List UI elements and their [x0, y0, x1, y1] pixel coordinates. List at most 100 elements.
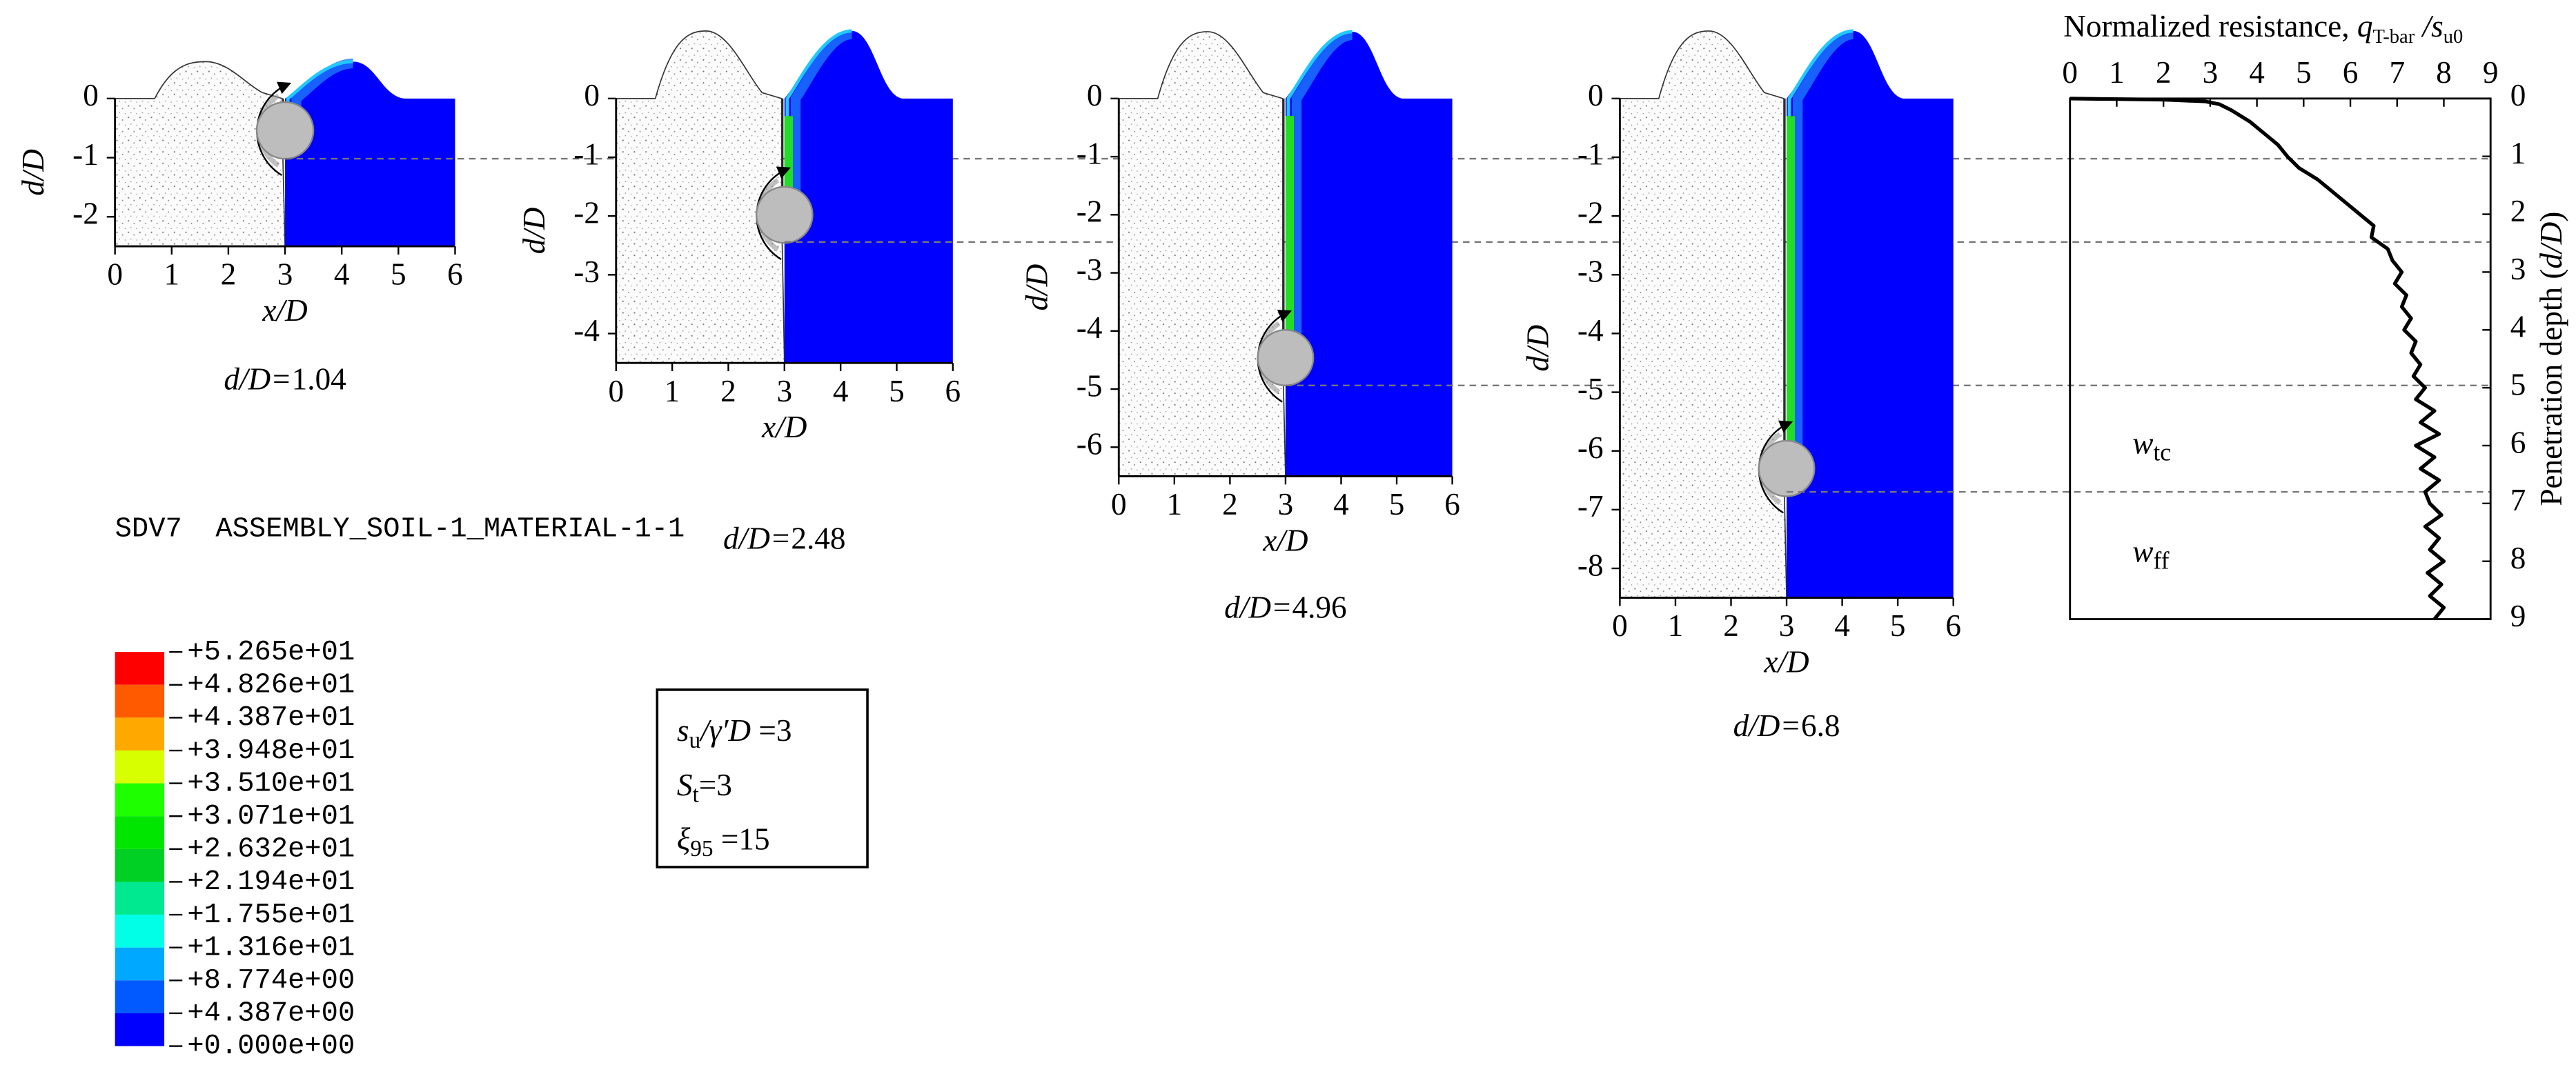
y-axis-label: d/D [1521, 325, 1555, 372]
soil-right [784, 30, 953, 364]
x-tick-label: 2 [2156, 55, 2172, 90]
annotation: wff [2132, 535, 2169, 575]
t-bar [755, 186, 814, 244]
y-tick-label: 7 [2510, 483, 2526, 517]
x-tick-label: 4 [1834, 608, 1850, 643]
text-part: /γ′D [698, 714, 751, 748]
x-tick-label: 5 [1389, 487, 1405, 521]
color-swatch [115, 848, 165, 882]
x-tick-label: 4 [1333, 487, 1349, 521]
y-axis-label: d/D [517, 208, 551, 255]
text-part: q [2357, 9, 2373, 43]
contour-edge [785, 29, 852, 215]
caption-prefix: d/D= [1733, 708, 1801, 743]
x-tick-label: 5 [889, 374, 905, 408]
annotation: wtc [2132, 426, 2171, 466]
x-tick-label: 3 [1278, 487, 1294, 521]
shear-band [1787, 116, 1796, 469]
colorbar-label: +2.632e+01 [187, 834, 355, 866]
y-tick-label: -1 [72, 137, 99, 172]
x-tick-label: 1 [1668, 608, 1684, 643]
y-tick-label: -6 [1076, 427, 1103, 461]
y-tick-label: -8 [1577, 548, 1604, 582]
parameter-box [656, 688, 869, 868]
x-tick-label: 6 [447, 257, 463, 292]
caption: d/D=1.04 [224, 362, 346, 397]
x-tick-label: 3 [777, 374, 793, 408]
x-tick-label: 2 [221, 257, 237, 292]
t-bar [1758, 439, 1816, 497]
x-tick-label: 1 [665, 374, 680, 408]
contour-edge [1286, 30, 1353, 358]
y-tick-label: 0 [1588, 78, 1604, 112]
x-tick-label: 6 [1444, 487, 1460, 521]
x-tick-label: 0 [1111, 487, 1127, 521]
y-tick-label: 3 [2510, 252, 2526, 286]
x-tick-label: 9 [2483, 55, 2499, 90]
soil-right [1787, 30, 1954, 598]
y-tick-label: -2 [1076, 195, 1103, 229]
chart-y-label: Penetration depth (d/D) [2534, 212, 2568, 506]
x-axis-label: x/D [1262, 523, 1308, 557]
text-part: s [677, 714, 689, 748]
text-part: u0 [2444, 26, 2464, 47]
x-tick-label: 3 [277, 257, 293, 292]
x-tick-label: 5 [391, 257, 406, 292]
text-part: w [2132, 426, 2153, 461]
x-tick-label: 0 [1612, 608, 1628, 643]
x-tick-label: 6 [945, 374, 961, 408]
x-tick-label: 3 [1779, 608, 1795, 643]
text-part: u [689, 728, 700, 753]
colorbar-label: +4.387e+00 [187, 998, 355, 1030]
y-tick-label: -5 [1577, 372, 1604, 406]
text-part: Penetration depth ( [2534, 269, 2568, 506]
y-tick-label: 0 [584, 78, 600, 112]
caption-depth: 6.8 [1801, 708, 1840, 743]
t-bar [255, 101, 315, 160]
x-tick-label: 4 [2249, 55, 2265, 90]
y-axis-label: d/D [1019, 264, 1054, 311]
y-tick-label: 5 [2510, 367, 2526, 401]
colorbar-label: +3.071e+01 [187, 801, 355, 833]
text-part: /s [2415, 9, 2443, 43]
x-axis-label: x/D [262, 293, 307, 328]
y-tick-label: 2 [2510, 194, 2526, 228]
text-part: ) [2534, 212, 2568, 222]
y-tick-label: -4 [1076, 310, 1103, 345]
plot-frame [2069, 97, 2492, 620]
contour-band [1291, 30, 1353, 358]
colorbar-label: +2.194e+01 [187, 866, 355, 898]
x-tick-label: 6 [1945, 608, 1961, 643]
x-tick-label: 8 [2436, 55, 2452, 90]
caption-depth: 4.96 [1292, 590, 1347, 625]
caption: d/D=6.8 [1733, 708, 1840, 743]
x-tick-label: 2 [1723, 608, 1739, 643]
text-part: Normalized resistance, [2063, 9, 2357, 43]
parameter: ξ95 =15 [677, 822, 770, 862]
y-tick-label: -1 [1577, 137, 1604, 171]
y-tick-label: -3 [573, 255, 600, 289]
color-swatch [115, 816, 165, 849]
soil-right [285, 61, 455, 247]
y-tick-label: -2 [573, 196, 600, 230]
y-tick-label: 0 [83, 78, 99, 112]
text-part: d/D [2534, 222, 2568, 269]
x-tick-label: 0 [2062, 55, 2078, 90]
y-axis-label: d/D [16, 149, 50, 196]
text-part: S [677, 768, 693, 802]
text-part: tc [2153, 439, 2171, 466]
y-tick-label: 0 [1087, 78, 1103, 112]
x-tick-label: 1 [1167, 487, 1183, 521]
color-swatch [115, 684, 165, 718]
text-part: =3 [699, 768, 732, 802]
soil-left [114, 61, 286, 247]
y-tick-label: -1 [573, 137, 600, 171]
y-tick-label: 0 [2510, 78, 2526, 112]
caption-prefix: d/D= [1224, 590, 1292, 625]
soil-left [1619, 30, 1787, 599]
caption-prefix: d/D= [224, 362, 291, 397]
x-tick-label: 3 [2203, 55, 2219, 90]
parameter: su/γ′D =3 [677, 714, 792, 753]
